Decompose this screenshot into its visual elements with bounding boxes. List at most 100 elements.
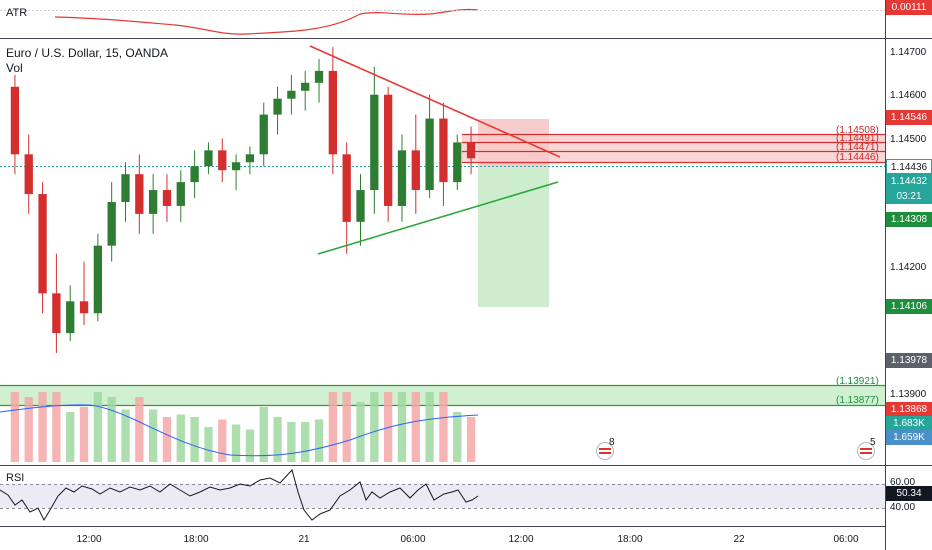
- volume-bar: [38, 392, 47, 462]
- candle[interactable]: [93, 245, 102, 314]
- rsi-level-label: 40.00: [890, 502, 916, 513]
- rsi-band: [0, 484, 885, 508]
- us-flag-icon[interactable]: [596, 442, 614, 460]
- candle[interactable]: [273, 98, 282, 115]
- short-reward-zone: [478, 167, 549, 307]
- candle[interactable]: [397, 150, 407, 206]
- volume-bar: [52, 392, 61, 462]
- volume-bar: [176, 414, 185, 462]
- candle[interactable]: [66, 301, 75, 334]
- candle[interactable]: [204, 150, 213, 167]
- support-label: (1.13921): [836, 376, 879, 387]
- candle[interactable]: [176, 182, 185, 206]
- volume-bar: [314, 419, 324, 462]
- candle[interactable]: [190, 166, 199, 183]
- chart-title: Euro / U.S. Dollar, 15, OANDA: [6, 46, 169, 60]
- candle[interactable]: [218, 150, 227, 171]
- volume-bar: [342, 392, 351, 462]
- volume-bar: [10, 392, 20, 462]
- volume-bar: [328, 392, 337, 462]
- candle[interactable]: [328, 70, 337, 155]
- candle[interactable]: [411, 150, 420, 191]
- candle[interactable]: [38, 194, 47, 294]
- candle[interactable]: [370, 94, 379, 191]
- candle[interactable]: [425, 118, 434, 191]
- volume-bar: [397, 392, 407, 462]
- candle[interactable]: [121, 174, 130, 202]
- low-level-tag: 1.13868: [886, 402, 932, 417]
- candle[interactable]: [79, 301, 89, 314]
- candle[interactable]: [162, 190, 172, 206]
- atr-value-tag: 0.00111: [886, 0, 932, 15]
- candle[interactable]: [149, 190, 158, 214]
- resistance-label: (1.14446): [836, 152, 879, 163]
- ascending-trendline[interactable]: [317, 181, 559, 255]
- volume-bar: [411, 392, 420, 462]
- candle[interactable]: [107, 201, 116, 246]
- volume-ma-line: [0, 404, 479, 457]
- candle[interactable]: [301, 82, 310, 91]
- volume-bar: [356, 402, 365, 462]
- candle[interactable]: [259, 114, 268, 155]
- resistance-label: (1.14508): [836, 125, 879, 136]
- event-count: 5: [870, 437, 876, 448]
- us-flag-icon[interactable]: [857, 442, 875, 460]
- candle[interactable]: [10, 86, 20, 155]
- atr-label: ATR: [6, 7, 28, 19]
- volume-bar: [149, 409, 158, 462]
- volume-bar: [79, 407, 89, 462]
- candle[interactable]: [384, 94, 393, 206]
- rsi-value-tag: 50.34: [886, 486, 932, 501]
- time-label: 22: [733, 534, 745, 545]
- volume-bar: [370, 392, 379, 462]
- volume-bar: [66, 412, 75, 462]
- candle[interactable]: [52, 293, 61, 334]
- descending-trendline[interactable]: [309, 45, 561, 158]
- price-label: 1.14600: [890, 90, 927, 101]
- time-label: 21: [298, 534, 310, 545]
- volume-bar: [259, 407, 268, 462]
- candle[interactable]: [439, 118, 448, 183]
- candle[interactable]: [24, 154, 33, 195]
- rsi-level-label: 60.00: [890, 477, 916, 488]
- time-label: 06:00: [400, 534, 426, 545]
- candle[interactable]: [342, 154, 351, 222]
- candle[interactable]: [287, 90, 296, 99]
- time-label: 18:00: [617, 534, 643, 545]
- green-level-tag: 1.14308: [886, 212, 932, 227]
- candle[interactable]: [135, 174, 144, 214]
- candle[interactable]: [231, 162, 241, 171]
- red-level-tag: 1.14546: [886, 110, 932, 125]
- price-label: 1.14200: [890, 262, 927, 273]
- price-label: 1.13900: [890, 389, 927, 400]
- volume-ma-tag: 1.659K: [886, 430, 932, 445]
- target-level-tag: 1.14106: [886, 299, 932, 314]
- volume-bar: [384, 392, 393, 462]
- event-count: 8: [609, 437, 615, 448]
- candle[interactable]: [453, 142, 462, 183]
- resistance-zone: [462, 134, 885, 162]
- time-label: 06:00: [833, 534, 859, 545]
- volume-bar: [273, 417, 282, 462]
- volume-bar: [301, 422, 310, 462]
- volume-tag: 1.683K: [886, 416, 932, 431]
- countdown-tag: 03:21: [886, 189, 932, 204]
- candle[interactable]: [356, 190, 365, 222]
- volume-bar: [466, 417, 476, 462]
- rsi-line: [0, 468, 479, 522]
- candle[interactable]: [466, 142, 476, 159]
- volume-bar: [190, 417, 199, 462]
- price-label: 1.14700: [890, 47, 927, 58]
- current-price-tag: 1.14436: [886, 159, 932, 174]
- volume-bar: [218, 419, 227, 462]
- resistance-label: (1.14471): [836, 142, 879, 153]
- candle[interactable]: [245, 154, 255, 163]
- volume-label: Vol: [6, 61, 23, 75]
- volume-bar: [162, 417, 172, 462]
- candle[interactable]: [314, 70, 324, 83]
- volume-bar: [439, 392, 448, 462]
- atr-line: [54, 8, 479, 35]
- resistance-label: (1.14491): [836, 133, 879, 144]
- support-label: (1.13877): [836, 395, 879, 406]
